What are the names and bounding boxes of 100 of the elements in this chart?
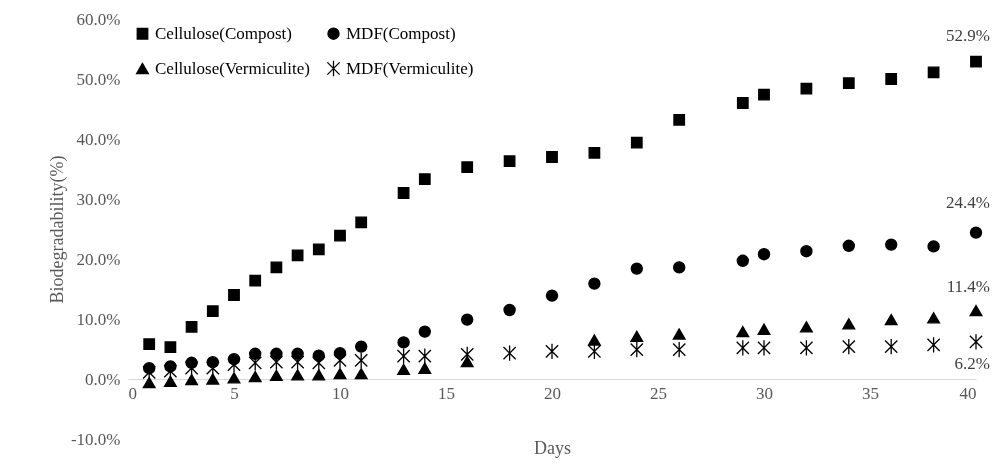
legend-label: Cellulose(Vermiculite): [155, 58, 310, 78]
point: [164, 341, 177, 354]
point: [418, 325, 431, 338]
point: [397, 187, 410, 199]
y-tick-label: -10.0%: [70, 429, 121, 449]
point: [927, 240, 940, 253]
x-axis-title: Days: [534, 437, 571, 458]
point: [142, 376, 156, 389]
point: [354, 352, 368, 369]
point: [503, 155, 516, 168]
x-tick-label: 5: [230, 383, 239, 403]
point: [842, 338, 856, 355]
point: [630, 136, 643, 149]
point: [969, 226, 983, 239]
x-tick-label: 15: [438, 383, 455, 403]
point: [355, 340, 368, 353]
point: [269, 369, 283, 382]
point: [757, 248, 771, 261]
point: [163, 375, 177, 388]
x-tick-label: 40: [959, 383, 977, 403]
point: [206, 305, 219, 318]
x-tick-label: 35: [862, 383, 879, 403]
y-tick-label: 30.0%: [76, 189, 121, 209]
point: [736, 254, 749, 267]
data-label: 6.2%: [954, 353, 990, 373]
point: [885, 238, 898, 251]
x-tick-label: 30: [756, 383, 773, 403]
x-tick-label: 20: [544, 383, 561, 403]
legend-label: MDF(Compost): [346, 23, 456, 43]
point: [185, 373, 199, 386]
point: [418, 173, 431, 186]
point: [460, 355, 474, 368]
point: [757, 339, 771, 357]
point: [969, 333, 983, 351]
point: [355, 216, 368, 229]
point: [672, 341, 686, 358]
point: [969, 304, 983, 317]
y-tick-label: 20.0%: [76, 249, 121, 269]
point: [185, 320, 198, 333]
point: [291, 369, 305, 381]
y-tick-label: 60.0%: [76, 9, 121, 29]
point: [461, 161, 474, 174]
data-label: 11.4%: [946, 276, 990, 296]
point: [334, 229, 346, 242]
point: [736, 97, 749, 109]
point: [312, 243, 325, 256]
point: [588, 146, 601, 159]
point: [672, 328, 686, 340]
point: [736, 325, 750, 338]
point: [461, 313, 474, 326]
y-tick-label: 40.0%: [76, 129, 121, 149]
point: [228, 289, 240, 301]
point: [842, 318, 856, 330]
point: [630, 341, 644, 358]
legend-label: Cellulose(Compost): [155, 23, 292, 43]
point: [418, 347, 432, 365]
point: [545, 289, 559, 302]
point: [673, 261, 686, 274]
point: [630, 330, 644, 343]
point: [418, 362, 432, 374]
point: [248, 370, 262, 383]
point: [927, 312, 941, 324]
point: [503, 303, 516, 317]
point: [397, 336, 410, 349]
point: [249, 274, 262, 287]
point: [884, 313, 898, 326]
point: [587, 334, 601, 346]
x-tick-label: 0: [128, 383, 137, 403]
point: [799, 321, 813, 333]
point: [884, 338, 898, 355]
point: [354, 367, 368, 380]
point: [142, 364, 156, 381]
point: [397, 363, 411, 376]
data-label: 24.4%: [946, 192, 990, 212]
point: [460, 346, 474, 363]
y-tick-label: 0.0%: [85, 369, 121, 389]
point: [249, 347, 262, 360]
point: [673, 113, 686, 126]
y-axis-title: Biodegradability(%): [46, 155, 68, 304]
point: [630, 262, 643, 275]
point: [926, 336, 941, 354]
point: [885, 73, 898, 85]
point: [312, 354, 326, 372]
point: [143, 338, 156, 351]
point: [248, 354, 262, 372]
point: [312, 369, 326, 381]
legend-label: MDF(Vermiculite): [346, 58, 474, 78]
point: [227, 372, 241, 384]
point: [970, 55, 982, 68]
point: [333, 367, 347, 380]
point: [502, 344, 517, 362]
point: [736, 339, 750, 357]
point: [546, 151, 558, 163]
point: [290, 353, 305, 371]
point: [333, 352, 347, 369]
point: [800, 245, 813, 258]
point: [842, 77, 855, 90]
data-label: 52.9%: [946, 25, 990, 45]
point: [269, 353, 284, 371]
point: [206, 373, 220, 385]
